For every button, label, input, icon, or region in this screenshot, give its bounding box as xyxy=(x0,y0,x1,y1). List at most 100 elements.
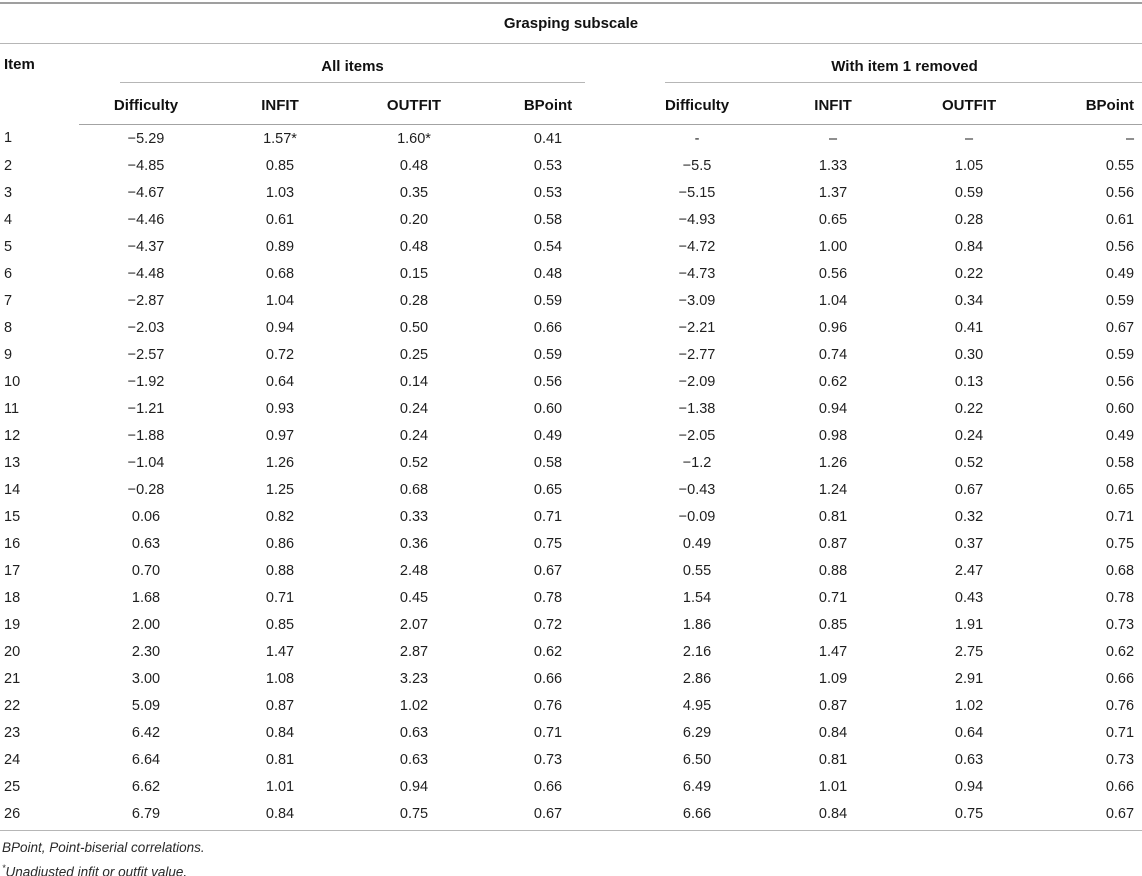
removed-bpoint-cell: – xyxy=(1125,130,1135,147)
all-difficulty-cell: 3.00 xyxy=(131,670,161,687)
removed-difficulty-cell: −1.38 xyxy=(678,400,716,417)
table-row: 21 3.00 1.08 3.23 0.66 2.86 1.09 2.91 0.66 xyxy=(0,665,1142,692)
removed-difficulty-cell: 6.29 xyxy=(682,724,712,741)
removed-outfit-cell: 0.43 xyxy=(954,589,984,606)
all-outfit-cell: 0.20 xyxy=(399,211,429,228)
all-outfit-cell: 0.45 xyxy=(399,589,429,606)
item-cell: 23 xyxy=(4,724,21,741)
removed-outfit-cell: 0.22 xyxy=(954,400,984,417)
footnote-asterisk: *Unadjusted infit or outfit value. xyxy=(2,858,1142,876)
all-bpoint-cell: 0.76 xyxy=(533,697,563,714)
removed-bpoint-cell: 0.68 xyxy=(1105,562,1135,579)
table-row: 25 6.62 1.01 0.94 0.66 6.49 1.01 0.94 0.66 xyxy=(0,773,1142,800)
removed-bpoint-cell: 0.59 xyxy=(1105,292,1135,309)
all-outfit-cell: 2.87 xyxy=(399,643,429,660)
removed-difficulty-cell: 6.66 xyxy=(682,805,712,822)
gap-cell xyxy=(615,503,629,530)
removed-outfit-cell: 1.02 xyxy=(954,697,984,714)
removed-infit-cell: 0.81 xyxy=(818,508,848,525)
item-cell: 12 xyxy=(4,427,21,444)
removed-difficulty-cell: - xyxy=(694,130,700,147)
table-row: 1 −5.29 1.57* 1.60* 0.41 - – – – xyxy=(0,125,1142,153)
gap-cell xyxy=(615,800,629,827)
removed-outfit-cell: 1.91 xyxy=(954,616,984,633)
removed-difficulty-cell: 0.55 xyxy=(682,562,712,579)
all-outfit-cell: 0.75 xyxy=(399,805,429,822)
all-outfit-cell: 0.36 xyxy=(399,535,429,552)
removed-difficulty-cell: −2.77 xyxy=(678,346,716,363)
gap-cell xyxy=(615,773,629,800)
group-header-with-item-1-removed: With item 1 removed xyxy=(629,44,1142,86)
removed-infit-cell: 0.85 xyxy=(818,616,848,633)
all-outfit-cell: 1.60* xyxy=(397,130,431,147)
all-bpoint-cell: 0.72 xyxy=(533,616,563,633)
removed-bpoint-cell: 0.65 xyxy=(1105,481,1135,498)
all-difficulty-cell: −4.46 xyxy=(127,211,165,228)
all-bpoint-cell: 0.59 xyxy=(533,346,563,363)
all-difficulty-cell: 0.70 xyxy=(131,562,161,579)
gap-cell xyxy=(615,584,629,611)
removed-infit-cell: 1.47 xyxy=(818,643,848,660)
all-outfit-cell: 0.28 xyxy=(399,292,429,309)
removed-outfit-header: OUTFIT xyxy=(901,86,1038,125)
column-gap xyxy=(615,44,630,125)
all-bpoint-cell: 0.49 xyxy=(533,427,563,444)
table-row: 20 2.30 1.47 2.87 0.62 2.16 1.47 2.75 0.62 xyxy=(0,638,1142,665)
footnote-bpoint: BPoint, Point-biserial correlations. xyxy=(2,838,1142,858)
removed-outfit-cell: 0.59 xyxy=(954,184,984,201)
removed-infit-cell: 0.74 xyxy=(818,346,848,363)
footnote-text: BPoint, Point-biserial correlations. xyxy=(2,840,205,855)
item-cell: 6 xyxy=(4,265,13,282)
removed-infit-cell: 0.62 xyxy=(818,373,848,390)
all-bpoint-cell: 0.54 xyxy=(533,238,563,255)
all-bpoint-cell: 0.66 xyxy=(533,778,563,795)
removed-difficulty-cell: 1.54 xyxy=(682,589,712,606)
footnote-text: Unadjusted infit or outfit value. xyxy=(5,864,188,876)
removed-infit-cell: 1.26 xyxy=(818,454,848,471)
removed-infit-cell: 0.84 xyxy=(818,805,848,822)
all-difficulty-cell: 6.79 xyxy=(131,805,161,822)
removed-bpoint-cell: 0.67 xyxy=(1105,319,1135,336)
gap-cell xyxy=(615,665,629,692)
gap-cell xyxy=(615,611,629,638)
removed-difficulty-cell: −0.43 xyxy=(678,481,716,498)
all-infit-cell: 0.81 xyxy=(265,751,295,768)
footnote-marker: * xyxy=(2,863,6,873)
all-outfit-header: OUTFIT xyxy=(347,86,481,125)
removed-outfit-cell: 0.28 xyxy=(954,211,984,228)
removed-infit-cell: 1.37 xyxy=(818,184,848,201)
table-row: 23 6.42 0.84 0.63 0.71 6.29 0.84 0.64 0.71 xyxy=(0,719,1142,746)
removed-bpoint-cell: 0.66 xyxy=(1105,670,1135,687)
gap-cell xyxy=(615,638,629,665)
removed-infit-cell: 0.84 xyxy=(818,724,848,741)
gap-cell xyxy=(615,557,629,584)
gap-cell xyxy=(615,260,629,287)
item-cell: 18 xyxy=(4,589,21,606)
all-difficulty-cell: −1.21 xyxy=(127,400,165,417)
all-bpoint-cell: 0.41 xyxy=(533,130,563,147)
all-infit-cell: 0.68 xyxy=(265,265,295,282)
all-infit-cell: 0.61 xyxy=(265,211,295,228)
all-outfit-cell: 0.63 xyxy=(399,724,429,741)
all-bpoint-cell: 0.67 xyxy=(533,562,563,579)
group-label-with-item-1-removed: With item 1 removed xyxy=(665,47,1142,83)
all-infit-cell: 0.93 xyxy=(265,400,295,417)
removed-difficulty-cell: 1.86 xyxy=(682,616,712,633)
gap-cell xyxy=(615,395,629,422)
removed-infit-cell: 0.96 xyxy=(818,319,848,336)
removed-difficulty-cell: −2.09 xyxy=(678,373,716,390)
removed-bpoint-cell: 0.60 xyxy=(1105,400,1135,417)
all-infit-cell: 0.64 xyxy=(265,373,295,390)
removed-difficulty-cell: 2.86 xyxy=(682,670,712,687)
removed-infit-cell: 0.98 xyxy=(818,427,848,444)
item-cell: 10 xyxy=(4,373,21,390)
item-cell: 24 xyxy=(4,751,21,768)
all-difficulty-cell: 6.62 xyxy=(131,778,161,795)
table-row: 7 −2.87 1.04 0.28 0.59 −3.09 1.04 0.34 0.59 xyxy=(0,287,1142,314)
all-difficulty-cell: 2.30 xyxy=(131,643,161,660)
removed-infit-cell: 1.33 xyxy=(818,157,848,174)
all-bpoint-cell: 0.75 xyxy=(533,535,563,552)
gap-cell xyxy=(615,476,629,503)
gap-cell xyxy=(615,206,629,233)
gap-cell xyxy=(615,179,629,206)
